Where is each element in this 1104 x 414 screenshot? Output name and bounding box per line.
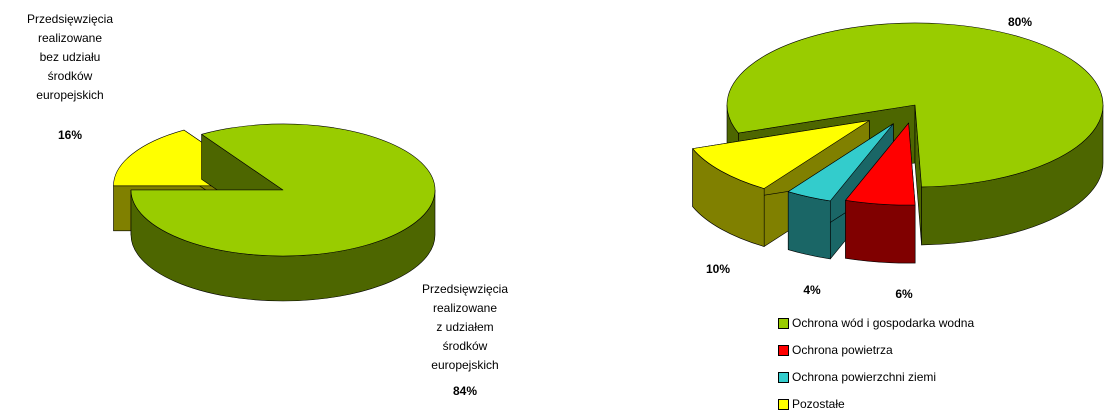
category-label: Przedsięwzięcia realizowane bez udziału … — [26, 12, 114, 102]
legend-swatch — [778, 317, 789, 329]
legend-label: Ochrona powierzchni ziemi — [792, 370, 937, 384]
legend-item: Ochrona powierzchni ziemi — [778, 370, 936, 384]
data-label: 10% — [705, 262, 731, 276]
category-label: Przedsięwzięcia realizowane z udziałem ś… — [421, 282, 509, 372]
data-label: 16% — [57, 128, 83, 142]
slice-top — [787, 123, 894, 202]
legend-item: Ochrona powietrza — [778, 343, 893, 357]
slice-top — [692, 120, 870, 189]
slice-wall — [787, 191, 831, 260]
data-label: 80% — [1007, 15, 1033, 29]
slice-top — [130, 123, 436, 257]
pie-slice — [845, 122, 916, 264]
legend-swatch — [778, 371, 789, 383]
legend-label: Ochrona wód i gospodarka wodna — [792, 316, 975, 330]
legend-swatch — [778, 344, 789, 356]
data-label: 4% — [803, 283, 821, 297]
legend-label: Ochrona powietrza — [792, 343, 893, 357]
legend-item: Pozostałe — [778, 397, 845, 411]
slice-wall — [845, 200, 916, 264]
slice-top — [845, 122, 916, 206]
pie-slice — [130, 123, 436, 302]
data-label: 84% — [452, 384, 478, 398]
legend-item: Ochrona wód i gospodarka wodna — [778, 316, 974, 330]
slice-top — [726, 22, 1104, 188]
legend-swatch — [778, 398, 789, 410]
legend-label: Pozostałe — [792, 397, 845, 411]
data-label: 6% — [895, 287, 913, 301]
